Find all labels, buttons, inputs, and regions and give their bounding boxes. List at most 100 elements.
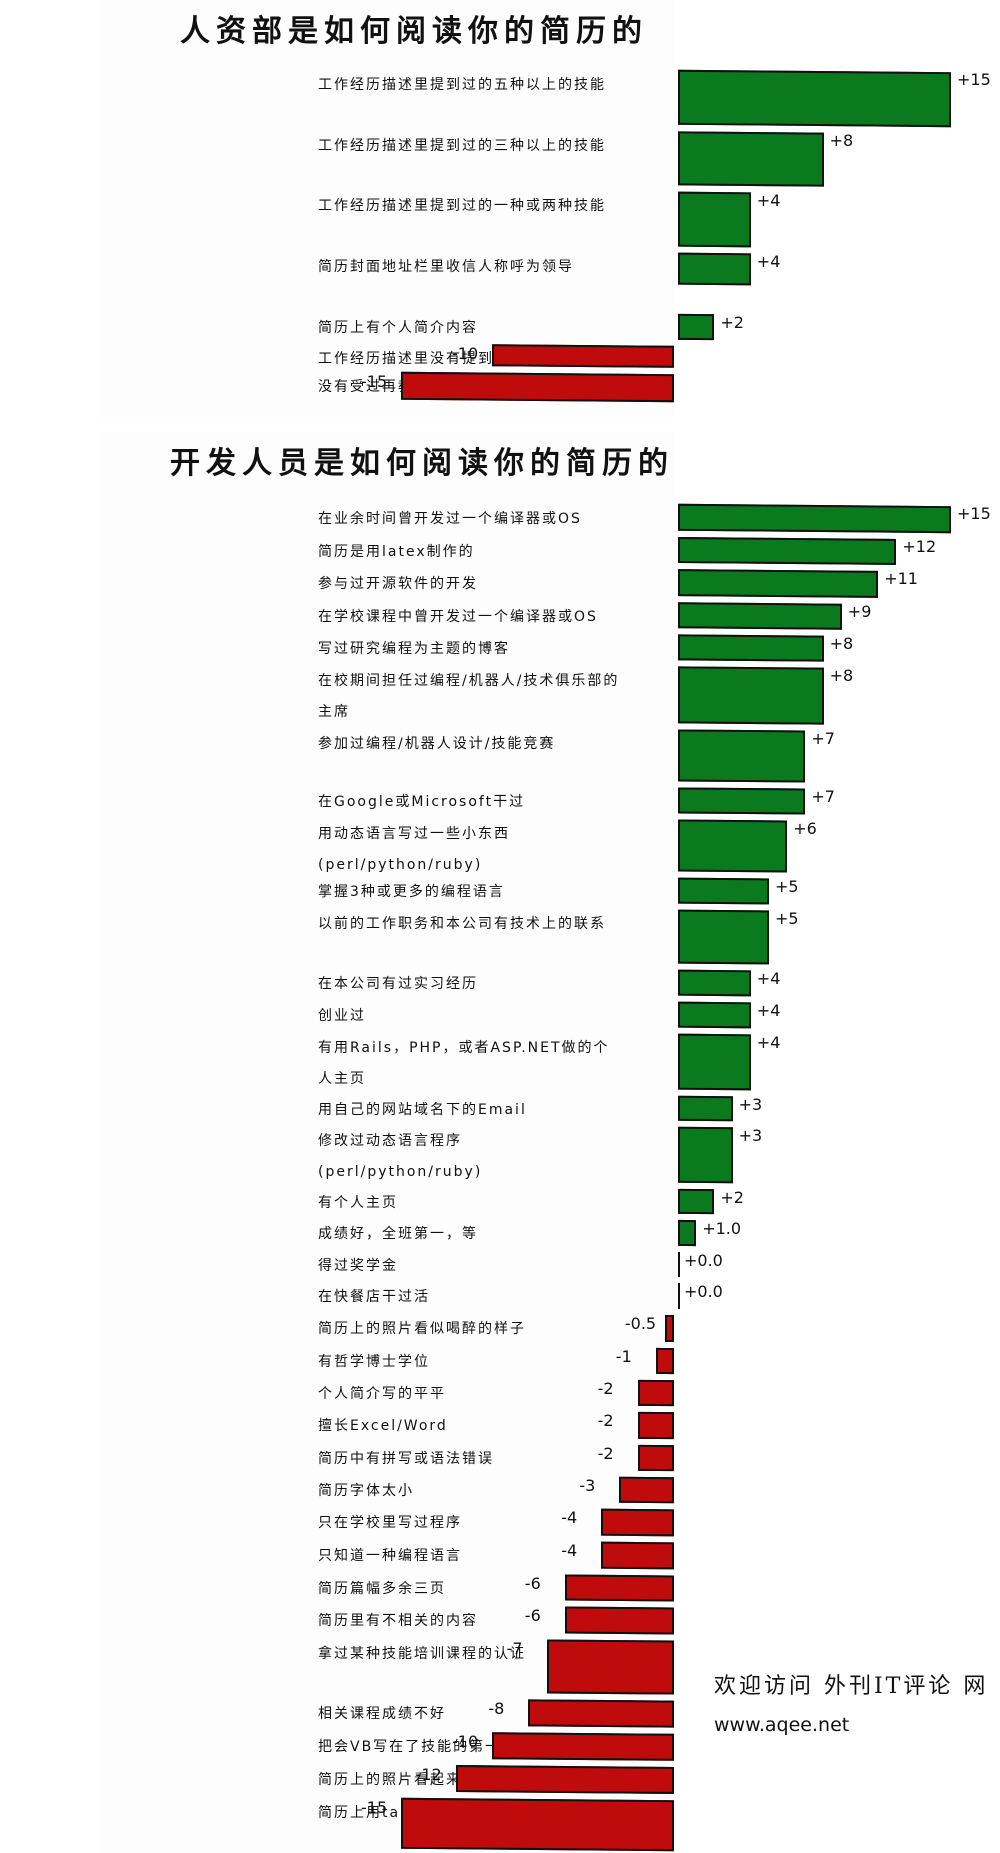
dev-bar — [455, 1765, 674, 1794]
dev-category-label: 用动态语言写过一些小东西(perl/python/ruby) — [318, 826, 510, 873]
dev-category-label: 简历是用latex制作的 — [318, 544, 475, 560]
hr-category-label: 工作经历描述里提到过的三种以上的技能 — [318, 138, 606, 154]
dev-bar — [564, 1574, 674, 1602]
dev-bar — [678, 1033, 751, 1091]
dev-bar — [637, 1411, 674, 1440]
dev-value-label: +5 — [775, 909, 799, 928]
dev-bar — [678, 634, 824, 662]
dev-bar — [678, 1126, 733, 1184]
hr-value-label: +15 — [957, 70, 991, 89]
hr-category-label: 工作经历描述里提到过的五种以上的技能 — [318, 77, 606, 93]
dev-category-label: 写过研究编程为主题的博客 — [318, 641, 510, 657]
hr-bar — [678, 252, 751, 286]
dev-value-label: +3 — [738, 1126, 763, 1145]
dev-category-label: 有个人主页 — [318, 1195, 398, 1211]
dev-bar — [664, 1314, 674, 1343]
dev-bar — [678, 819, 788, 873]
dev-bar — [678, 877, 769, 905]
dev-category-label: 简历篇幅多余三页 — [318, 1581, 446, 1597]
dev-value-label: +2 — [720, 1188, 744, 1207]
dev-category-label: 有哲学博士学位 — [318, 1354, 430, 1370]
hr-value-label: +2 — [720, 313, 744, 332]
dev-category-label: 得过奖学金 — [318, 1258, 398, 1274]
dev-value-label: +9 — [847, 602, 872, 621]
dev-bar — [678, 1095, 733, 1122]
hr-category-label: 工作经历描述里提到过的一种或两种技能 — [318, 198, 606, 214]
dev-zero-mark — [678, 1283, 680, 1309]
footer-site-url: www.aqee.net — [714, 1714, 850, 1736]
dev-bar — [678, 1001, 751, 1029]
dev-category-label: 相关课程成绩不好 — [318, 1706, 446, 1722]
hr-value-label: +8 — [829, 131, 854, 150]
dev-bar — [678, 1188, 715, 1215]
dev-bar — [678, 787, 806, 815]
dev-category-label: 在校期间担任过编程/机器人/技术俱乐部的主席 — [318, 673, 620, 720]
footer: 欢迎访问 外刊IT评论 网 www.aqee.net — [714, 1668, 988, 1736]
dev-value-label: +1.0 — [702, 1219, 742, 1238]
dev-bar — [601, 1508, 674, 1537]
dev-category-label: 创业过 — [318, 1008, 366, 1024]
dev-bar — [678, 969, 751, 997]
dev-value-label: +4 — [756, 1033, 781, 1052]
dev-category-label: 简历字体太小 — [318, 1483, 414, 1499]
dev-bar — [678, 537, 897, 565]
hr-category-label: 简历封面地址栏里收信人称呼为领导 — [318, 259, 574, 275]
hr-value-label: -10 — [452, 344, 479, 363]
dev-value-label: -10 — [452, 1732, 479, 1751]
dev-value-label: +0.0 — [684, 1251, 723, 1270]
dev-value-label: -0.5 — [624, 1314, 657, 1333]
dev-category-label: 有用Rails，PHP，或者ASP.NET做的个人主页 — [318, 1040, 610, 1087]
dev-category-label: 简历上的照片看起来秃顶 — [318, 1772, 494, 1788]
dev-value-label: -4 — [561, 1541, 578, 1560]
dev-category-label: 成绩好，全班第一，等 — [318, 1226, 478, 1242]
dev-value-label: -2 — [597, 1411, 614, 1430]
dev-value-label: +4 — [756, 1001, 781, 1020]
hr-bar — [678, 131, 824, 187]
dev-value-label: -6 — [524, 1574, 541, 1593]
dev-category-label: 简历上的照片看似喝醉的样子 — [318, 1321, 526, 1337]
dev-category-label: 用自己的网站域名下的Email — [318, 1102, 527, 1118]
dev-category-label: 只在学校里写过程序 — [318, 1515, 462, 1531]
dev-value-label: +8 — [829, 634, 854, 653]
developer-chart-title: 开发人员是如何阅读你的简历的 — [170, 446, 674, 481]
dev-category-label: 参与过开源软件的开发 — [318, 576, 478, 592]
hr-value-label: -15 — [361, 372, 388, 391]
dev-zero-mark — [678, 1252, 680, 1277]
dev-value-label: -15 — [361, 1798, 388, 1817]
dev-bar — [601, 1541, 674, 1570]
dev-bar — [401, 1797, 674, 1852]
dev-category-label: 参加过编程/机器人设计/技能竞赛 — [318, 736, 556, 752]
dev-bar — [564, 1606, 674, 1635]
footer-visit-text: 欢迎访问 外刊IT评论 网 — [714, 1674, 989, 1699]
dev-bar — [528, 1699, 674, 1728]
dev-category-label: 在业余时间曾开发过一个编译器或OS — [318, 511, 582, 527]
hr-value-label: +4 — [756, 191, 781, 210]
dev-bar — [678, 569, 879, 598]
dev-value-label: +7 — [811, 729, 835, 748]
dev-bar — [492, 1732, 674, 1761]
dev-bar — [678, 1219, 697, 1247]
hr-category-label: 简历上有个人简介内容 — [318, 320, 478, 336]
dev-bar — [637, 1444, 674, 1472]
dev-bar — [637, 1379, 674, 1407]
dev-value-label: -8 — [488, 1699, 505, 1718]
dev-value-label: +11 — [884, 569, 918, 588]
dev-bar — [678, 666, 824, 725]
dev-value-label: +0.0 — [684, 1282, 723, 1301]
dev-category-label: 修改过动态语言程序(perl/python/ruby) — [318, 1133, 483, 1180]
dev-category-label: 把会VB写在了技能的第一位 — [318, 1739, 518, 1755]
dev-value-label: -4 — [561, 1508, 578, 1527]
dev-category-label: 个人简介写的平平 — [318, 1386, 446, 1402]
dev-bar — [655, 1347, 674, 1375]
dev-category-label: 擅长Excel/Word — [318, 1418, 448, 1434]
hr-bar — [492, 344, 674, 368]
dev-category-label: 在Google或Microsoft干过 — [318, 794, 526, 810]
dev-value-label: +15 — [957, 504, 991, 523]
dev-value-label: +7 — [811, 787, 835, 806]
hr-bar — [678, 191, 751, 248]
dev-category-label: 以前的工作职务和本公司有技术上的联系 — [318, 916, 606, 932]
dev-value-label: +8 — [829, 666, 854, 685]
dev-value-label: +5 — [775, 877, 799, 896]
dev-value-label: +6 — [793, 819, 817, 838]
